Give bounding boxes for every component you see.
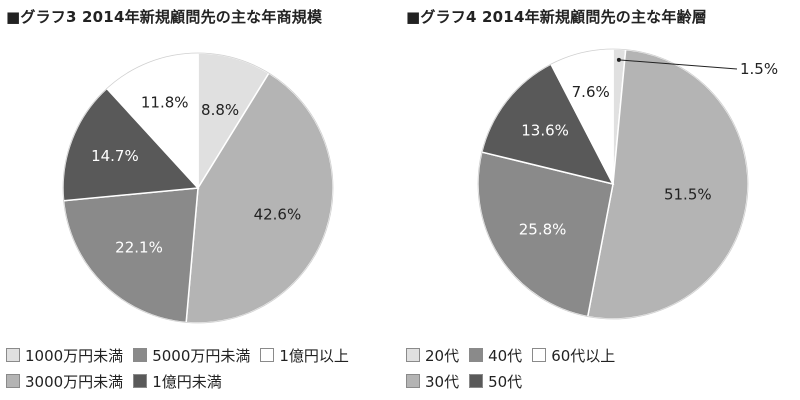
legend-item: 50代 bbox=[469, 371, 522, 392]
data-label: 42.6% bbox=[254, 205, 302, 223]
legend-item: 5000万円未満 bbox=[133, 345, 250, 366]
legend-row: 30代 50代 bbox=[406, 370, 798, 392]
data-label: 7.6% bbox=[572, 83, 610, 101]
legend-swatch bbox=[469, 374, 484, 388]
data-label: 22.1% bbox=[115, 238, 163, 256]
legend-row: 3000万円未満 1億円未満 bbox=[6, 370, 398, 392]
legend-swatch bbox=[133, 374, 148, 388]
legend-label: 60代以上 bbox=[551, 346, 616, 365]
legend-item: 30代 bbox=[406, 371, 459, 392]
legend-label: 1億円未満 bbox=[152, 372, 222, 391]
legend-label: 20代 bbox=[425, 346, 460, 365]
legend-label: 50代 bbox=[488, 372, 523, 391]
chart-title: ■グラフ3 2014年新規顧問先の主な年商規模 bbox=[6, 8, 323, 26]
chart-title: ■グラフ4 2014年新規顧問先の主な年齢層 bbox=[406, 8, 707, 26]
legend-item: 60代以上 bbox=[532, 345, 615, 366]
data-label: 25.8% bbox=[519, 220, 567, 238]
data-label: 1.5% bbox=[740, 60, 778, 78]
legend-row: 20代 40代 60代以上 bbox=[406, 344, 798, 366]
legend-item: 3000万円未満 bbox=[6, 371, 123, 392]
legend-swatch bbox=[406, 374, 420, 388]
data-label: 14.7% bbox=[91, 147, 139, 165]
legend-label: 3000万円未満 bbox=[25, 372, 124, 391]
data-label: 8.8% bbox=[201, 101, 239, 119]
legend-swatch bbox=[469, 348, 484, 362]
legend-swatch bbox=[406, 348, 420, 362]
legend-item: 1億円以上 bbox=[260, 345, 349, 366]
legend-swatch bbox=[6, 374, 20, 388]
callout-line bbox=[618, 59, 738, 70]
legend-label: 5000万円未満 bbox=[152, 346, 251, 365]
legend-item: 40代 bbox=[469, 345, 522, 366]
data-label: 51.5% bbox=[664, 186, 712, 204]
legend-label: 1000万円未満 bbox=[25, 346, 124, 365]
legend-label: 1億円以上 bbox=[279, 346, 349, 365]
legend-swatch bbox=[6, 348, 20, 362]
chart-panel-annual-sales: ■グラフ3 2014年新規顧問先の主な年商規模 8.8% 42.6% 22.1% 14… bbox=[6, 8, 398, 396]
data-label: 11.8% bbox=[141, 93, 189, 111]
legend-row: 1000万円未満 5000万円未満 1億円以上 bbox=[6, 344, 398, 366]
pie-outline bbox=[477, 48, 749, 320]
legend-label: 40代 bbox=[488, 346, 523, 365]
pie-outline bbox=[62, 52, 334, 324]
chart-legend: 1000万円未満 5000万円未満 1億円以上 3000万円未満 1億円未満 bbox=[6, 344, 398, 396]
data-label: 13.6% bbox=[521, 122, 569, 140]
legend-swatch bbox=[532, 348, 547, 362]
chart-legend: 20代 40代 60代以上 30代 50代 bbox=[406, 344, 798, 396]
legend-item: 1000万円未満 bbox=[6, 345, 123, 366]
pie-chart-age-group: 1.5% 51.5% 25.8% 13.6% 7.6% bbox=[477, 48, 778, 320]
legend-item: 1億円未満 bbox=[133, 371, 222, 392]
legend-swatch bbox=[133, 348, 148, 362]
chart-panel-age-group: ■グラフ4 2014年新規顧問先の主な年齢層 1.5% 51.5% 25.8% 13.… bbox=[400, 0, 800, 400]
legend-swatch bbox=[260, 348, 275, 362]
pie-chart-annual-sales: 8.8% 42.6% 22.1% 14.7% 11.8% bbox=[62, 52, 334, 324]
legend-label: 30代 bbox=[425, 372, 460, 391]
legend-item: 20代 bbox=[406, 345, 459, 366]
